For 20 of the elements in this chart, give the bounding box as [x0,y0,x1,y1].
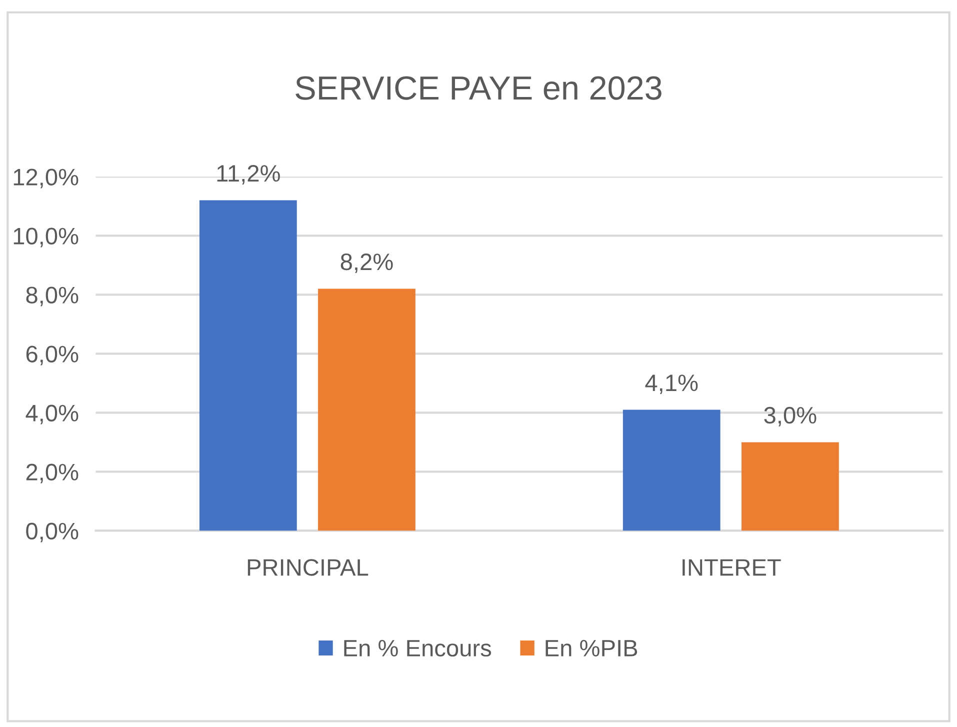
y-tick-label: 2,0% [26,464,78,484]
bar [622,410,720,531]
bar [199,200,297,531]
y-tick-label: 10,0% [14,228,78,248]
data-label: 3,0% [764,406,816,426]
y-tick-label: 8,0% [26,286,78,306]
bar [741,442,839,531]
chart-title: SERVICE PAYE en 2023 [296,76,662,100]
legend-label: En %PIB [546,640,638,656]
y-tick-label: 0,0% [26,522,78,542]
y-tick-label: 4,0% [26,404,78,424]
legend-label: En % Encours [344,640,492,657]
data-label: 8,2% [340,254,393,274]
x-tick-label: PRINCIPAL [248,559,368,576]
y-tick-label: 6,0% [26,346,78,366]
bar [318,288,416,531]
x-tick-label: INTERET [682,559,781,576]
y-tick-label: 12,0% [14,168,78,188]
data-label: 11,2% [217,164,280,184]
data-label: 4,1% [645,374,698,394]
